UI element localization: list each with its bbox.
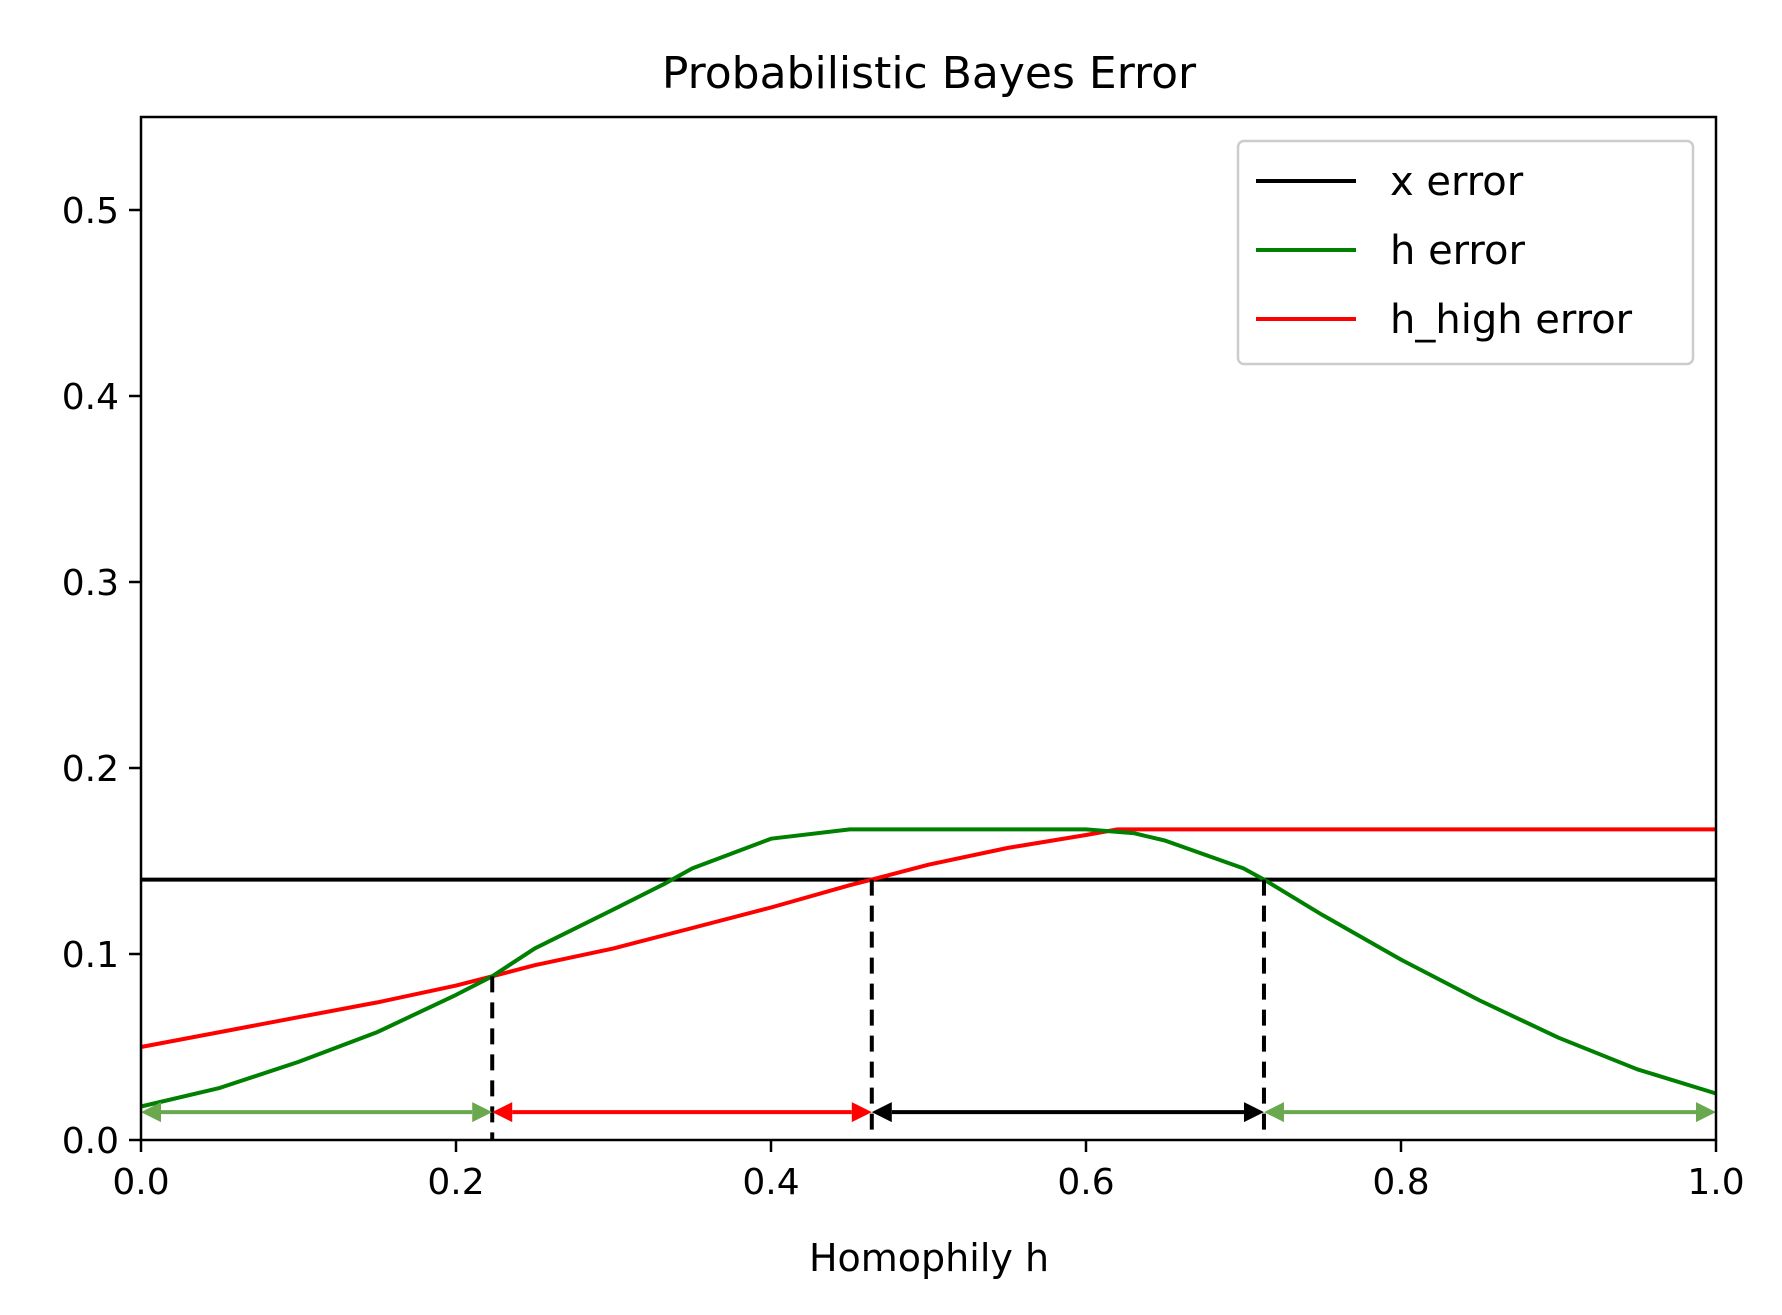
legend-label: h_high error [1390,297,1633,343]
legend: x error h error h_high error [1236,139,1695,366]
y-tick-label: 0.0 [62,1121,119,1162]
y-tick-label: 0.4 [62,377,119,418]
range-arrow-head-right-1 [472,1102,493,1123]
x-tick-label: 0.6 [1057,1162,1114,1203]
legend-box [1236,139,1695,366]
chart-title: Probabilistic Bayes Error [662,48,1197,99]
series-line-h-high-error [140,827,1716,1049]
range-arrow-head-left-3 [871,1102,892,1123]
range-arrow-head-left-1 [141,1102,161,1123]
x-tick-label: 0.4 [742,1162,799,1203]
x-tick-label: 0.8 [1372,1162,1429,1203]
series-line-h-error [140,827,1717,1109]
range-arrow-head-right-4 [1696,1102,1716,1123]
x-axis-label: Homophily h [809,1236,1049,1280]
x-tick-label: 0.0 [112,1162,169,1203]
y-tick-label: 0.3 [62,563,119,604]
range-arrow-head-left-2 [492,1102,513,1123]
range-arrow-head-left-4 [1263,1102,1284,1123]
x-tick-label: 0.2 [427,1162,484,1203]
y-tick-label: 0.1 [62,935,119,976]
x-axis-ticks: 0.0 0.2 0.4 0.6 0.8 1.0 [112,1140,1745,1203]
axes-frame [139,115,1718,1142]
range-arrow-head-right-3 [1243,1102,1264,1123]
y-tick-label: 0.5 [62,191,119,232]
legend-label: x error [1390,159,1524,205]
y-axis-ticks: 0.0 0.1 0.2 0.3 0.4 0.5 [62,191,141,1162]
range-arrows [141,1102,1716,1123]
legend-label: h error [1390,228,1525,274]
axes-border [139,115,1718,1142]
plot-area [140,827,1717,1140]
range-arrow-head-right-2 [851,1102,872,1123]
x-tick-label: 1.0 [1687,1162,1744,1203]
y-tick-label: 0.2 [62,749,119,790]
